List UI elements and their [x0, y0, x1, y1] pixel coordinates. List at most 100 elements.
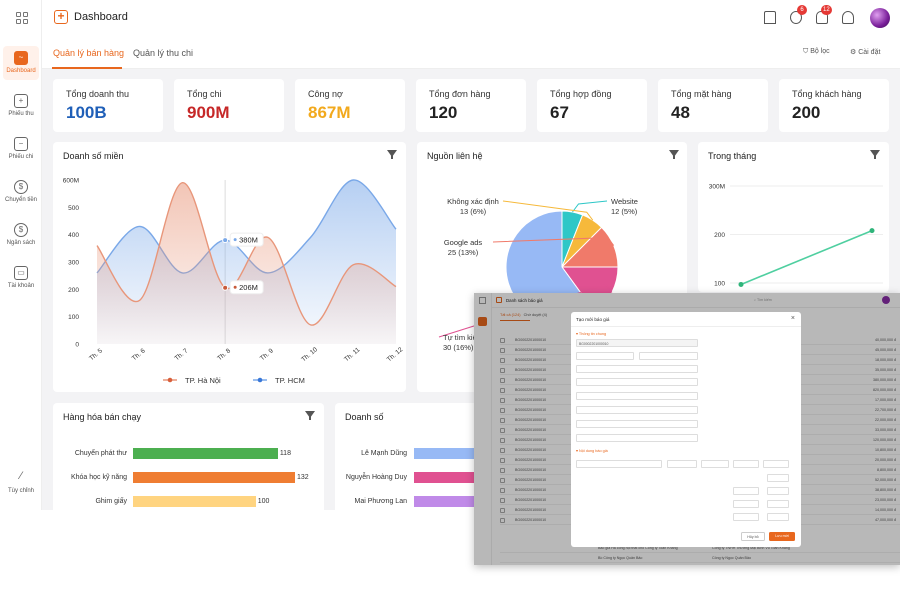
home-icon[interactable]	[842, 11, 854, 24]
customer-select[interactable]	[576, 392, 698, 400]
bar[interactable]	[414, 448, 485, 459]
row-checkbox[interactable]	[500, 408, 505, 413]
panel-title: Doanh số miền	[63, 151, 124, 161]
quote-code: BG0002201000010	[515, 398, 547, 402]
sidebar-item-phieu-thu[interactable]: + Phiếu thu	[0, 94, 42, 117]
data-point[interactable]	[738, 281, 744, 287]
avatar[interactable]	[870, 8, 890, 28]
hover-point[interactable]	[222, 237, 229, 244]
row-checkbox[interactable]	[500, 468, 505, 473]
bar[interactable]	[133, 472, 295, 483]
date-field[interactable]	[576, 352, 634, 360]
discount-field[interactable]	[733, 487, 759, 495]
data-point[interactable]	[869, 228, 875, 234]
filter-icon[interactable]	[669, 150, 679, 159]
filter-icon[interactable]	[305, 411, 315, 420]
row-checkbox[interactable]	[500, 438, 505, 443]
row-checkbox[interactable]	[500, 478, 505, 483]
row-checkbox[interactable]	[500, 498, 505, 503]
y-tick-label: 500	[68, 205, 79, 212]
stat-card[interactable]: Tổng mặt hàng 48	[658, 79, 768, 132]
sidebar-item-tai-khoan[interactable]: ▭ Tài khoản	[0, 266, 42, 289]
row-checkbox[interactable]	[500, 368, 505, 373]
stat-card[interactable]: Tổng chi 900M	[174, 79, 284, 132]
y-tick-label: 100	[68, 314, 79, 321]
row-checkbox[interactable]	[500, 378, 505, 383]
table-row[interactable]: Báo giá Hà công nội thất cho Công ty Toà…	[500, 544, 900, 553]
stat-card[interactable]: Tổng khách hàng 200	[779, 79, 889, 132]
row-checkbox[interactable]	[500, 418, 505, 423]
active-tab-indicator	[52, 67, 122, 69]
cancel-button[interactable]: Hủy bỏ	[741, 532, 765, 541]
hover-point[interactable]	[222, 284, 229, 291]
row-checkbox[interactable]	[500, 348, 505, 353]
filter-icon[interactable]	[387, 150, 397, 159]
stat-card[interactable]: Tổng hợp đồng 67	[537, 79, 647, 132]
tab-finance-management[interactable]: Quản lý thu chi	[133, 48, 194, 58]
legend-label[interactable]: TP. HCM	[275, 376, 305, 385]
row-checkbox[interactable]	[500, 428, 505, 433]
close-icon[interactable]: ×	[790, 315, 795, 322]
quote-amount: 14,000,000 đ	[875, 508, 896, 512]
row-checkbox[interactable]	[500, 388, 505, 393]
overlay-sidebar	[474, 293, 492, 565]
y-tick-label: 200	[68, 287, 79, 294]
pie-label: Không xác định	[447, 197, 499, 206]
row-checkbox[interactable]	[500, 458, 505, 463]
save-button[interactable]: Lưu mới	[769, 532, 795, 541]
sidebar-item-tuy-chinh[interactable]: ⁄ Tùy chỉnh	[0, 471, 42, 495]
stat-value: 48	[671, 103, 690, 122]
table-row[interactable]: Bồ Công ty Ngọc Quân Bảo Công ty Ngọc Quâ…	[500, 554, 900, 563]
section-quote-items-label: Nội dung báo giá	[578, 449, 608, 453]
quote-type-select[interactable]	[576, 378, 698, 386]
bar-label: Lê Mạnh Dũng	[361, 450, 407, 457]
sidebar-item-chuyen-tien[interactable]: $ Chuyển tiền	[0, 180, 42, 203]
overlay-tab-all[interactable]: Tất cả (124)	[500, 313, 521, 317]
filter-button[interactable]: ⛉ Bộ lọc	[803, 48, 830, 55]
stat-card[interactable]: Công nợ 867M	[295, 79, 405, 132]
row-checkbox[interactable]	[500, 448, 505, 453]
sidebar-item-phieu-chi[interactable]: − Phiếu chi	[0, 137, 42, 160]
sidebar-item-dashboard[interactable]: ~ Dashboard	[3, 46, 39, 80]
contact-select[interactable]	[576, 406, 698, 414]
stat-label: Tổng mặt hàng	[671, 89, 732, 99]
unit-field[interactable]	[667, 460, 697, 468]
line-total-field[interactable]	[763, 460, 789, 468]
filter-icon[interactable]	[870, 150, 880, 159]
quote-title: Báo giá Hà công nội thất cho Công ty Toà…	[598, 546, 678, 550]
bar[interactable]	[133, 496, 256, 507]
quantity-field[interactable]	[733, 460, 759, 468]
row-checkbox[interactable]	[500, 358, 505, 363]
overlay-tab-pending[interactable]: Chờ duyệt (4)	[523, 313, 548, 317]
settings-label: Cài đặt	[858, 49, 881, 56]
sidebar-item-ngan-sach[interactable]: $ Ngân sách	[0, 223, 42, 246]
note-field[interactable]	[576, 434, 698, 442]
row-checkbox[interactable]	[500, 398, 505, 403]
shipping-field[interactable]	[733, 513, 759, 521]
quote-code: BG0002201000010	[515, 468, 547, 472]
bar[interactable]	[414, 472, 485, 483]
stat-card[interactable]: Tổng đơn hàng 120	[416, 79, 526, 132]
row-checkbox[interactable]	[500, 488, 505, 493]
row-checkbox[interactable]	[500, 508, 505, 513]
tax-field[interactable]	[733, 500, 759, 508]
settings-button[interactable]: ⚙ Cài đặt	[850, 49, 881, 56]
bar[interactable]	[133, 448, 278, 459]
legend-label[interactable]: TP. Hà Nội	[185, 376, 221, 385]
price-field[interactable]	[701, 460, 729, 468]
stat-card[interactable]: Tổng doanh thu 100B	[53, 79, 163, 132]
owner-select[interactable]	[576, 420, 698, 428]
product-select[interactable]	[576, 460, 662, 468]
apps-grid-icon[interactable]	[16, 12, 28, 24]
expiry-field[interactable]	[639, 352, 698, 360]
bookmark-icon[interactable]	[764, 11, 776, 24]
bar[interactable]	[414, 496, 485, 507]
bar-row: Lê Mạnh Dũng	[335, 448, 485, 459]
overlay-search[interactable]: ⌕ Tìm kiếm	[754, 298, 772, 302]
row-checkbox[interactable]	[500, 518, 505, 523]
tab-sales-management[interactable]: Quản lý bán hàng	[53, 48, 125, 58]
tooltip-box	[229, 280, 264, 295]
chat-icon[interactable]	[790, 11, 802, 24]
row-checkbox[interactable]	[500, 338, 505, 343]
description-field[interactable]	[576, 365, 698, 373]
